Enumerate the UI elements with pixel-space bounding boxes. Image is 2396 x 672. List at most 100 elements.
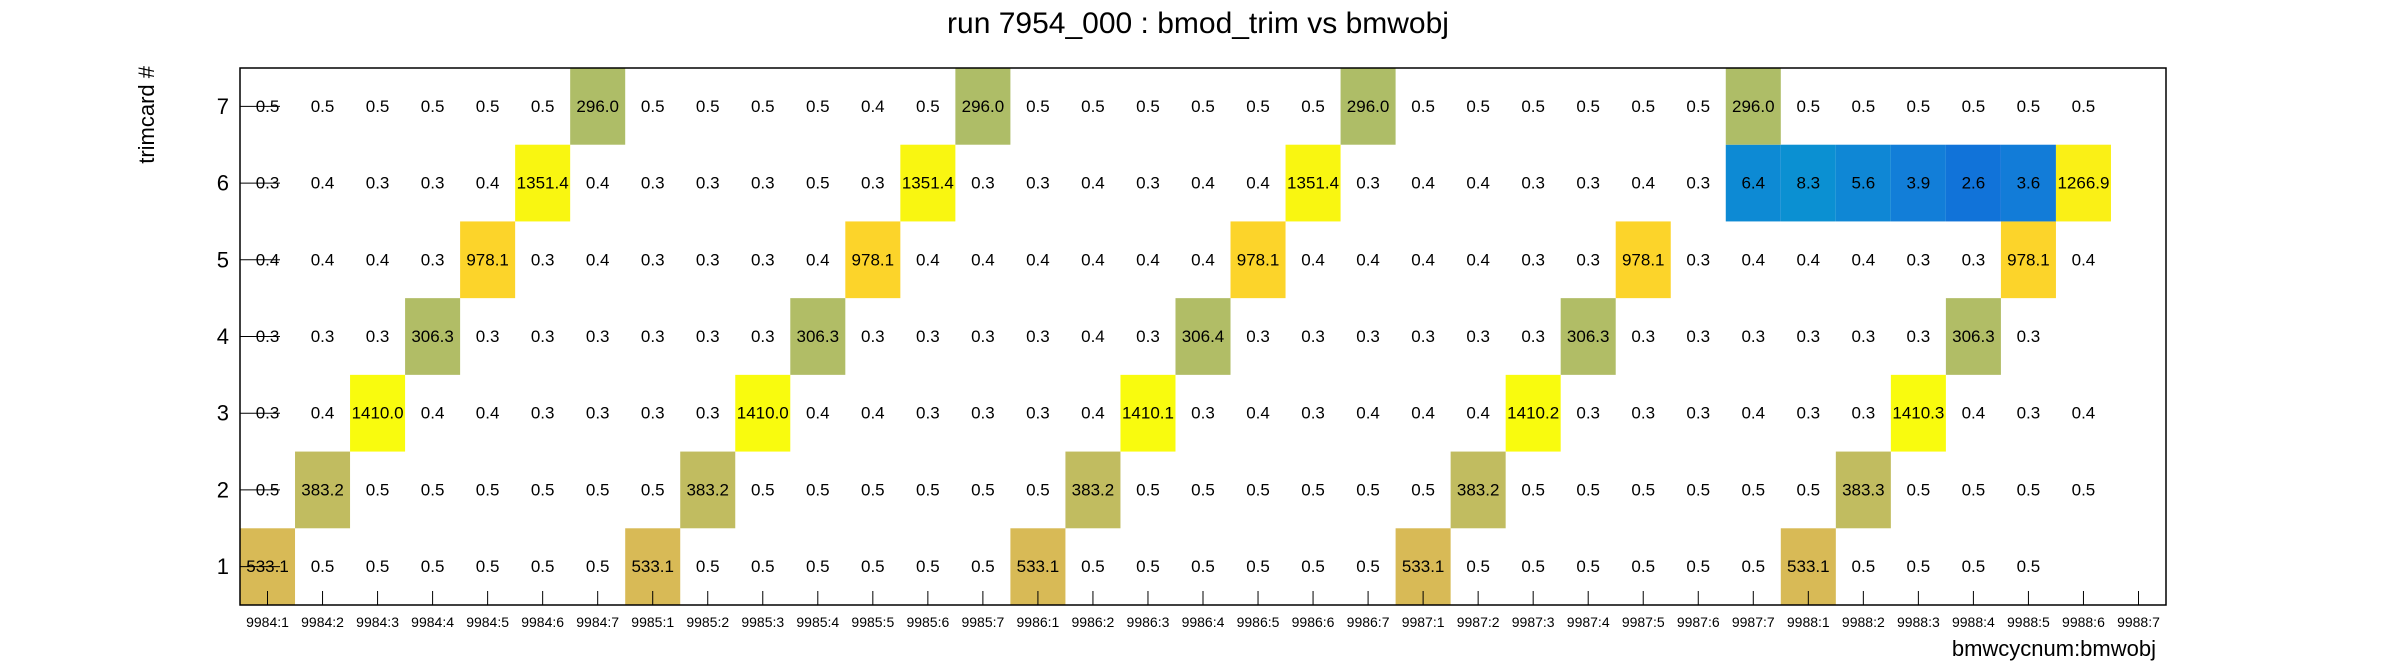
cell-value-label: 0.3 — [1026, 174, 1050, 193]
cell-value-label: 0.5 — [2017, 557, 2041, 576]
cell-value-label: 533.1 — [1787, 557, 1830, 576]
cell-value-label: 0.4 — [366, 250, 390, 269]
cell-value-label: 0.3 — [1962, 250, 1986, 269]
cell-value-label: 0.4 — [1356, 250, 1380, 269]
heatmap-cell — [1945, 298, 2001, 375]
cell-value-label: 0.5 — [1466, 557, 1490, 576]
cell-value-label: 0.4 — [916, 250, 940, 269]
cell-value-label: 0.3 — [1191, 404, 1215, 423]
cell-value-label: 5.6 — [1852, 174, 1876, 193]
cell-value-label: 296.0 — [1732, 97, 1775, 116]
cell-value-label: 0.3 — [1907, 250, 1931, 269]
cell-value-label: 1410.0 — [352, 404, 404, 423]
cell-value-label: 0.3 — [751, 250, 775, 269]
cell-value-label: 6.4 — [1741, 174, 1765, 193]
x-tick-label: 9986:5 — [1237, 614, 1280, 630]
cell-value-label: 0.5 — [1301, 97, 1325, 116]
cell-value-label: 0.3 — [1301, 404, 1325, 423]
cell-value-label: 0.3 — [1136, 174, 1160, 193]
cell-value-label: 0.5 — [1576, 97, 1600, 116]
cell-value-label: 0.5 — [1136, 557, 1160, 576]
cell-value-label: 978.1 — [466, 250, 509, 269]
x-tick-label: 9986:6 — [1292, 614, 1335, 630]
cell-value-label: 0.3 — [1521, 327, 1545, 346]
axis-ticks: 9984:1 9984:2 9984:3 9984:4 9984:5 9984:6 9984… — [217, 94, 2160, 630]
cell-value-label: 0.3 — [1686, 174, 1710, 193]
cell-value-label: 1351.4 — [1287, 174, 1339, 193]
cell-value-label: 0.3 — [421, 250, 445, 269]
cell-value-label: 0.4 — [1466, 250, 1490, 269]
cell-value-label: 0.3 — [696, 250, 720, 269]
x-tick-label: 9985:3 — [741, 614, 784, 630]
heatmap-cell — [1505, 374, 1561, 452]
cell-value-label: 0.3 — [1631, 327, 1655, 346]
x-tick-label: 9984:5 — [466, 614, 509, 630]
cell-value-label: 0.4 — [1246, 404, 1270, 423]
cell-value-label: 0.3 — [1576, 404, 1600, 423]
cell-value-label: 0.3 — [1466, 327, 1490, 346]
cell-value-label: 0.5 — [641, 97, 665, 116]
cell-value-label: 0.4 — [1081, 250, 1105, 269]
cell-value-label: 0.4 — [2072, 404, 2096, 423]
cell-value-label: 0.5 — [1741, 480, 1765, 499]
cell-value-label: 0.5 — [1411, 97, 1435, 116]
cell-value-label: 0.3 — [1686, 250, 1710, 269]
x-axis-title: bmwcycnum:bmwobj — [1952, 636, 2156, 661]
x-tick-label: 9987:7 — [1732, 614, 1775, 630]
cell-value-label: 0.5 — [1741, 557, 1765, 576]
cell-value-label: 296.0 — [962, 97, 1005, 116]
cell-value-label: 0.3 — [476, 327, 500, 346]
x-tick-label: 9987:4 — [1567, 614, 1610, 630]
cell-value-label: 0.3 — [1521, 174, 1545, 193]
heatmap-cell — [1450, 451, 1506, 529]
heatmap-cell — [1725, 144, 1781, 222]
cell-value-label: 0.5 — [1246, 97, 1270, 116]
x-tick-label: 9987:3 — [1512, 614, 1555, 630]
cell-value-label: 0.3 — [311, 327, 335, 346]
cell-value-label: 0.3 — [696, 327, 720, 346]
cell-value-label: 0.5 — [311, 557, 335, 576]
cell-value-label: 978.1 — [852, 250, 895, 269]
cell-value-label: 0.5 — [421, 557, 445, 576]
cell-value-label: 0.4 — [1081, 327, 1105, 346]
cell-value-label: 533.1 — [1017, 557, 1060, 576]
x-tick-label: 9988:7 — [2117, 614, 2160, 630]
cell-value-label: 0.3 — [1741, 327, 1765, 346]
cell-value-label: 0.5 — [861, 480, 885, 499]
cell-value-label: 0.5 — [476, 480, 500, 499]
cell-value-label: 306.3 — [1952, 327, 1995, 346]
cell-value-label: 0.5 — [1521, 557, 1545, 576]
cell-value-label: 0.3 — [916, 404, 940, 423]
x-tick-label: 9987:2 — [1457, 614, 1500, 630]
x-tick-label: 9985:4 — [796, 614, 839, 630]
y-tick-label: 7 — [217, 94, 229, 119]
cell-value-label: 0.3 — [1852, 327, 1876, 346]
x-tick-label: 9985:6 — [906, 614, 949, 630]
cell-value-label: 0.5 — [1686, 480, 1710, 499]
cell-value-label: 0.5 — [1907, 97, 1931, 116]
cell-value-label: 0.3 — [971, 404, 995, 423]
cell-value-label: 383.3 — [1842, 480, 1885, 499]
cell-value-label: 0.4 — [1081, 404, 1105, 423]
cell-value-label: 0.3 — [1686, 327, 1710, 346]
cell-value-label: 0.5 — [366, 480, 390, 499]
cell-value-label: 0.5 — [1191, 557, 1215, 576]
x-tick-label: 9984:4 — [411, 614, 454, 630]
heatmap-cell — [845, 221, 901, 299]
x-tick-label: 9984:6 — [521, 614, 564, 630]
cell-value-label: 0.5 — [2017, 97, 2041, 116]
cell-value-label: 0.5 — [1907, 480, 1931, 499]
cell-value-label: 306.4 — [1182, 327, 1225, 346]
y-axis-title: trimcard # — [134, 65, 159, 164]
cell-value-label: 978.1 — [2007, 250, 2050, 269]
cell-value-label: 0.3 — [641, 250, 665, 269]
cell-value-label: 0.4 — [1246, 174, 1270, 193]
cell-value-label: 0.4 — [586, 174, 610, 193]
cell-value-label: 0.5 — [1081, 97, 1105, 116]
cell-value-label: 1410.0 — [737, 404, 789, 423]
y-tick-label: 3 — [217, 401, 229, 426]
cell-value-label: 0.3 — [2017, 404, 2041, 423]
cell-value-label: 0.5 — [421, 480, 445, 499]
x-tick-label: 9985:2 — [686, 614, 729, 630]
